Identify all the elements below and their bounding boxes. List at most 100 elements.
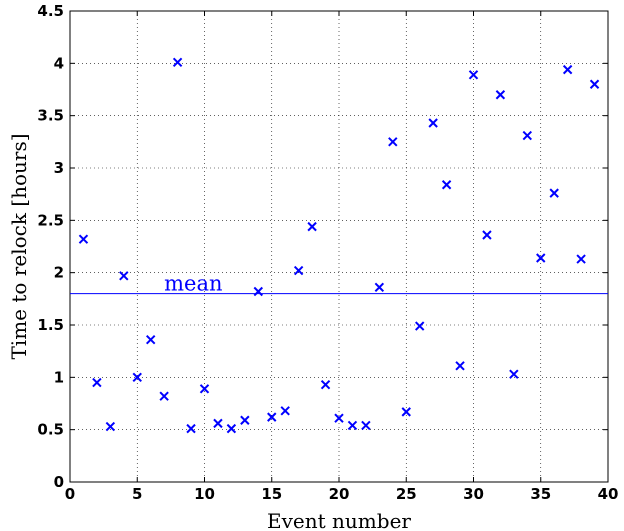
data-point (145, 334, 156, 345)
data-point (334, 413, 344, 423)
x-tick-label: 25 (396, 485, 417, 503)
marker-stroke (536, 253, 546, 263)
marker-stroke (213, 418, 223, 429)
y-axis-label: Time to relock [hours] (7, 133, 31, 359)
x-tick-label: 15 (261, 485, 282, 503)
marker-stroke (293, 265, 304, 276)
y-tick-label: 3.5 (37, 107, 64, 125)
marker-stroke (576, 254, 586, 264)
x-tick-label: 0 (65, 485, 75, 503)
marker-stroke (226, 423, 237, 434)
grid-lines (70, 11, 608, 482)
data-point (576, 254, 586, 264)
data-point (186, 423, 196, 434)
marker-stroke (320, 379, 331, 390)
marker-stroke (509, 369, 519, 379)
marker-stroke (414, 321, 425, 331)
y-tick-label: 2 (54, 264, 64, 282)
data-point (562, 64, 573, 75)
x-tick-label: 30 (463, 485, 484, 503)
data-point (240, 415, 250, 425)
marker-stroke (374, 282, 385, 293)
marker-stroke (589, 79, 600, 89)
data-points (78, 57, 600, 434)
marker-stroke (347, 420, 358, 431)
data-point (441, 180, 452, 190)
data-point (482, 230, 492, 240)
data-point (119, 271, 129, 281)
y-tick-label: 0 (54, 473, 64, 491)
marker-stroke (78, 234, 89, 244)
data-point (92, 377, 102, 388)
marker-stroke (361, 420, 371, 431)
data-point (361, 420, 371, 431)
data-point (414, 321, 425, 331)
x-tick-label: 5 (132, 485, 142, 503)
y-tick-label: 3 (54, 159, 64, 177)
data-point (226, 423, 237, 434)
data-point (495, 90, 506, 100)
marker-stroke (522, 130, 533, 141)
data-point (320, 379, 331, 390)
marker-stroke (92, 377, 102, 388)
data-point (522, 130, 533, 141)
x-tick-label: 20 (329, 485, 350, 503)
x-tick-label: 10 (194, 485, 215, 503)
marker-stroke (562, 64, 573, 75)
marker-stroke (159, 391, 169, 401)
data-point (388, 137, 398, 147)
data-point (428, 118, 438, 128)
marker-stroke (428, 118, 438, 128)
data-point (374, 282, 385, 293)
data-point (589, 79, 600, 89)
marker-stroke (105, 421, 116, 432)
marker-stroke (199, 384, 210, 394)
marker-stroke (253, 286, 264, 297)
axis-ticks (69, 10, 609, 483)
marker-stroke (267, 412, 277, 422)
y-tick-label: 2.5 (37, 211, 64, 229)
data-point (132, 372, 142, 383)
data-point (159, 391, 169, 401)
marker-stroke (495, 90, 506, 100)
marker-stroke (482, 230, 492, 240)
tick-labels: 0 5 10 15 20 25 30 35 40 0 0.5 1 1.5 2 2.5 3 3.5 4 4.5 (37, 2, 618, 503)
y-tick-label: 4.5 (37, 2, 64, 20)
marker-stroke (280, 406, 290, 416)
marker-stroke (388, 137, 398, 147)
marker-stroke (334, 413, 344, 423)
marker-stroke (132, 372, 142, 383)
x-tick-label: 40 (598, 485, 619, 503)
data-point (401, 407, 411, 417)
data-point (455, 361, 465, 371)
data-point (105, 421, 116, 432)
data-point (280, 406, 290, 416)
data-point (172, 57, 183, 67)
marker-stroke (119, 271, 129, 281)
marker-stroke (145, 334, 156, 345)
marker-stroke (441, 180, 452, 190)
y-tick-label: 0.5 (37, 421, 64, 439)
marker-stroke (455, 361, 465, 371)
data-point (468, 70, 479, 80)
mean-label: mean (164, 272, 222, 296)
data-point (347, 420, 358, 431)
marker-stroke (307, 221, 317, 232)
y-tick-label: 4 (54, 54, 64, 72)
data-point (293, 265, 304, 276)
data-point (536, 253, 546, 263)
data-point (307, 221, 317, 232)
marker-stroke (468, 70, 479, 80)
data-point (78, 234, 89, 244)
x-axis-label: Event number (267, 509, 411, 531)
x-tick-label: 35 (530, 485, 551, 503)
data-point (213, 418, 223, 429)
data-point (253, 286, 264, 297)
marker-stroke (172, 57, 183, 67)
marker-stroke (240, 415, 250, 425)
data-point (509, 369, 519, 379)
marker-stroke (401, 407, 411, 417)
y-tick-label: 1.5 (37, 316, 64, 334)
data-point (199, 384, 210, 394)
